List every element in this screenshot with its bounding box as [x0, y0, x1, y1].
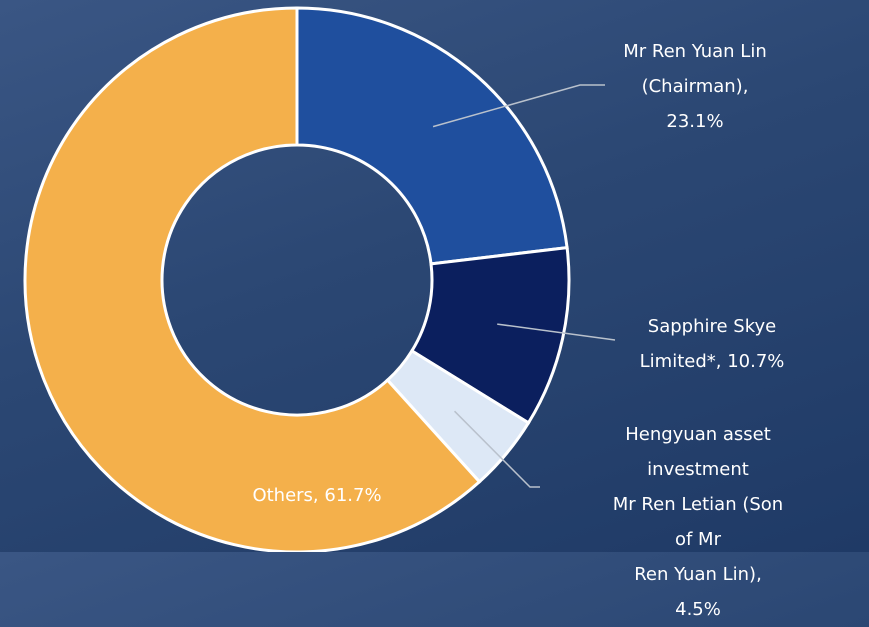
slice-label: Hengyuan asset investment Mr Ren Letian … — [612, 424, 784, 620]
leader-line — [497, 323, 616, 341]
chart — [23, 6, 616, 552]
slice-label: Sapphire Skye Limited*, 10.7% — [639, 316, 785, 372]
slice-label: Mr Ren Yuan Lin (Chairman), 23.1% — [623, 41, 767, 132]
leader-line — [454, 410, 540, 488]
page: {"chart_data": {"type": "donut", "catego… — [0, 0, 869, 552]
leader-line — [432, 84, 605, 128]
slice-label: Others, 61.7% — [252, 485, 382, 506]
donut-slice — [23, 6, 482, 552]
donut-slice — [295, 6, 569, 266]
